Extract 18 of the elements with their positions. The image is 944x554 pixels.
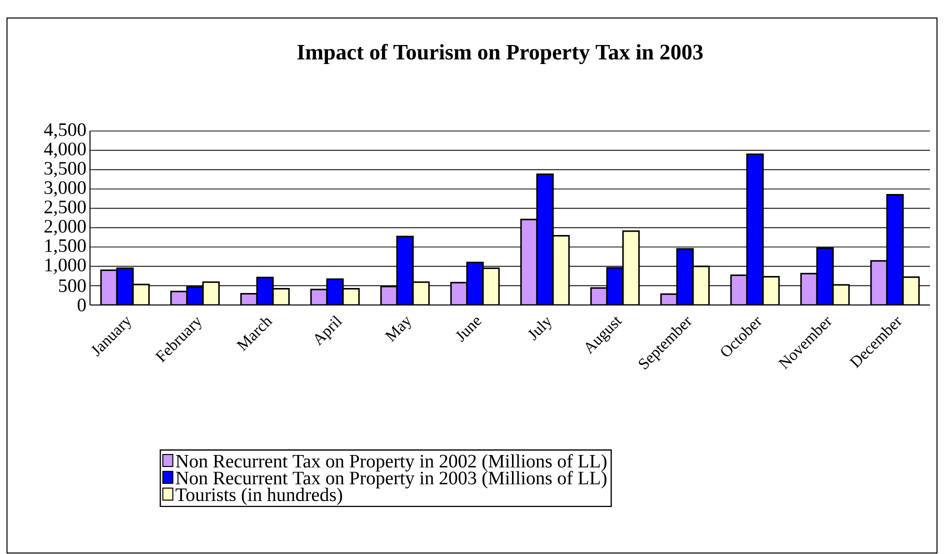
x-tick-label: July (528, 316, 552, 341)
y-tick-label: 3,500 (44, 162, 86, 178)
y-tick-label: 2,500 (44, 200, 86, 216)
x-tick-label: June (456, 318, 482, 342)
y-tick-label: 0 (78, 298, 86, 312)
y-tick-label: 1,500 (45, 239, 86, 255)
y-tick-label: 4,500 (44, 123, 86, 139)
y-tick-label: 500 (59, 279, 86, 292)
legend-label: Non Recurrent Tax on Property in 2003 (Millions of LL) (176, 470, 606, 488)
legend-label: Non Recurrent Tax on Property in 2002 (Millions of LL) (176, 454, 606, 472)
y-tick-label: 3,000 (44, 181, 86, 197)
y-tick-label: 1,000 (45, 258, 86, 274)
x-tick-label: May (384, 316, 411, 342)
y-tick-label: 2,000 (44, 220, 86, 236)
bar (746, 153, 764, 305)
chart-title: Impact of Tourism on Property Tax in 2003 (297, 44, 703, 64)
y-tick-label: 4,000 (44, 142, 86, 158)
legend-label: Tourists (in hundreds) (176, 488, 342, 506)
